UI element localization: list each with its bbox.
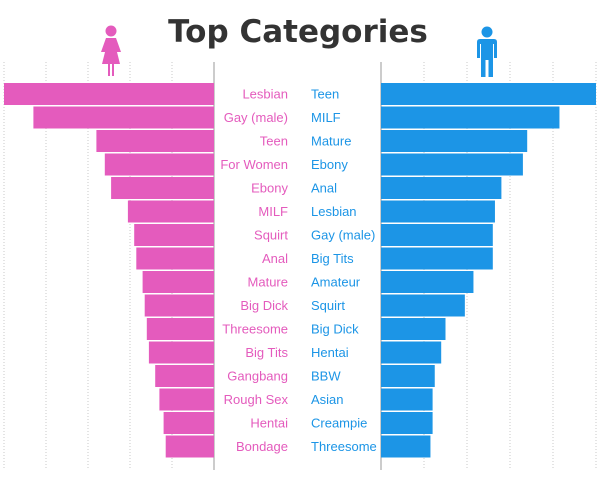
- bar-male: [381, 318, 446, 340]
- bar-male: [381, 177, 502, 199]
- bar-female: [111, 177, 214, 199]
- category-label-female: Mature: [248, 275, 288, 290]
- bar-male: [381, 341, 442, 364]
- bar-female: [4, 83, 214, 105]
- category-label-male: Teen: [311, 87, 339, 102]
- bar-female: [148, 341, 214, 364]
- bar-female: [104, 153, 214, 176]
- category-label-male: Hentai: [311, 345, 349, 360]
- category-label-male: Big Tits: [311, 251, 354, 266]
- category-label-male: Gay (male): [311, 228, 375, 243]
- category-labels: Lesbian Gay (male) Teen For Women Ebony MILF S…: [220, 87, 376, 455]
- bar-male: [381, 224, 493, 246]
- category-label-female: Big Dick: [240, 298, 288, 313]
- category-label-male: Asian: [311, 392, 344, 407]
- category-label-female: Squirt: [254, 228, 288, 243]
- bar-male: [381, 83, 596, 105]
- bar-male: [381, 271, 474, 293]
- category-label-male: MILF: [311, 110, 341, 125]
- bar-female: [155, 365, 214, 387]
- bar-male: [381, 153, 523, 176]
- chart-title: Top Categories: [168, 14, 428, 50]
- bar-female: [134, 224, 214, 246]
- bar-male: [381, 412, 433, 434]
- category-label-male: Amateur: [311, 275, 361, 290]
- bar-female: [163, 412, 214, 434]
- bar-male: [381, 435, 431, 458]
- category-label-female: For Women: [220, 157, 288, 172]
- bar-female: [142, 271, 214, 293]
- bar-female: [33, 106, 215, 129]
- female-person-icon: [101, 25, 121, 76]
- bar-male: [381, 200, 495, 223]
- category-label-male: Big Dick: [311, 322, 359, 337]
- category-label-male: Squirt: [311, 298, 345, 313]
- bar-female: [144, 294, 214, 317]
- category-label-female: Big Tits: [245, 345, 288, 360]
- male-person-icon: [477, 26, 497, 77]
- category-label-female: Ebony: [251, 181, 288, 196]
- category-label-female: Gangbang: [227, 369, 288, 384]
- category-label-female: Lesbian: [242, 87, 288, 102]
- bar-male: [381, 365, 435, 387]
- bar-female: [127, 200, 214, 223]
- category-label-male: Anal: [311, 181, 337, 196]
- bar-male: [381, 294, 465, 317]
- category-label-female: Threesome: [222, 322, 288, 337]
- category-label-female: Hentai: [250, 416, 288, 431]
- bar-female: [96, 130, 214, 152]
- bar-male: [381, 106, 560, 129]
- bar-female: [136, 247, 214, 270]
- category-label-female: Rough Sex: [224, 392, 289, 407]
- category-label-female: Gay (male): [224, 110, 288, 125]
- category-label-female: Anal: [262, 251, 288, 266]
- bars: [4, 83, 596, 458]
- category-label-male: Threesome: [311, 439, 377, 454]
- category-label-male: Ebony: [311, 157, 348, 172]
- category-label-male: Lesbian: [311, 204, 357, 219]
- category-label-female: Bondage: [236, 439, 288, 454]
- bar-female: [165, 435, 214, 458]
- category-label-male: BBW: [311, 369, 341, 384]
- bar-male: [381, 388, 433, 411]
- category-label-female: MILF: [258, 204, 288, 219]
- category-label-male: Creampie: [311, 416, 367, 431]
- category-label-female: Teen: [260, 134, 288, 149]
- bar-male: [381, 247, 493, 270]
- category-label-male: Mature: [311, 134, 351, 149]
- bar-female: [159, 388, 214, 411]
- bar-female: [146, 318, 214, 340]
- bar-male: [381, 130, 528, 152]
